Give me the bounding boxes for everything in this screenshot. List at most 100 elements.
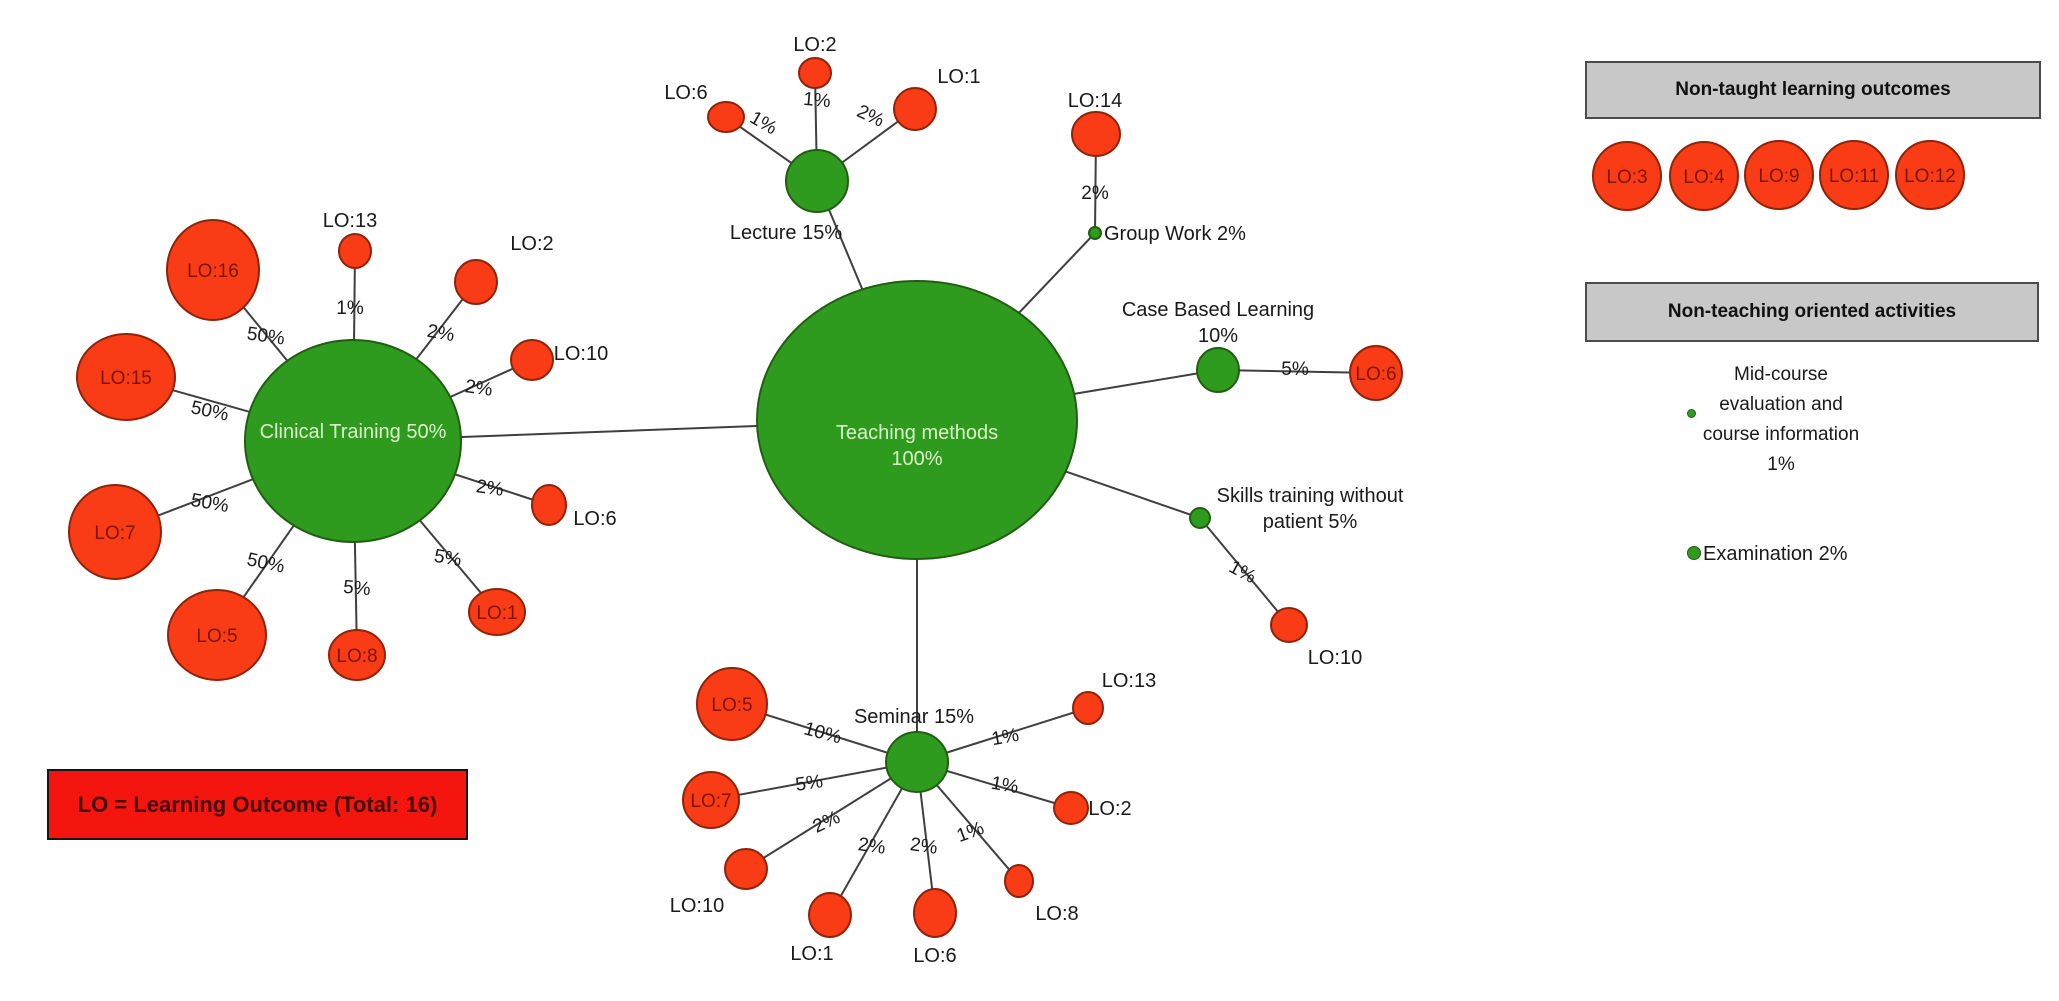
node-lo1l	[893, 87, 937, 131]
edge-label-clinical-lo2c: 2%	[425, 321, 456, 346]
node-lo5c	[167, 589, 267, 681]
label-lo2l: LO:2	[793, 34, 836, 56]
non-teaching-header: Non-teaching oriented activities	[1585, 282, 2039, 342]
node-groupwork	[1088, 226, 1102, 240]
edge-label-clinical-lo10c: 2%	[464, 376, 494, 401]
node-lo6c	[531, 484, 567, 526]
node-lo6l	[707, 101, 745, 133]
edge-label-seminar-lo5s: 10%	[802, 718, 844, 748]
label-skills: patient 5%	[1263, 511, 1358, 533]
node-lo5s	[696, 667, 768, 741]
label-lo8c: LO:8	[336, 646, 377, 667]
label-groupwork: Group Work 2%	[1104, 223, 1246, 245]
node-lo2l	[798, 57, 832, 89]
node-lo16	[166, 219, 260, 321]
node-lo1s	[808, 892, 852, 938]
node-lo8s	[1004, 864, 1034, 898]
node-lo1c	[468, 588, 526, 636]
label-nt12: LO:12	[1904, 166, 1956, 187]
edge-label-seminar-lo8s: 1%	[954, 818, 987, 847]
non-teaching-header-title: Non-teaching oriented activities	[1667, 301, 1957, 322]
label-lo10sk: LO:10	[1308, 647, 1362, 669]
mid-course-dot	[1687, 409, 1696, 418]
edge-seminar-lo7s	[710, 761, 918, 801]
label-lo10se: LO:10	[670, 895, 724, 917]
node-lo2c	[454, 259, 498, 305]
edge-label-seminar-lo2s: 1%	[989, 773, 1020, 798]
label-lo6l: LO:6	[664, 82, 707, 104]
node-cbl	[1196, 347, 1240, 393]
edge-label-clinical-lo16: 50%	[245, 323, 286, 349]
edge-label-clinical-lo1c: 5%	[432, 546, 463, 571]
label-nt4: LO:4	[1683, 167, 1725, 188]
label-lo7s: LO:7	[690, 791, 731, 812]
node-seminar	[885, 731, 949, 793]
label-lo15: LO:15	[100, 368, 152, 389]
label-nt3: LO:3	[1606, 167, 1647, 188]
edge-label-seminar-lo7s: 5%	[794, 771, 824, 796]
legend-box: LO = Learning Outcome (Total: 16)	[47, 769, 468, 840]
edge-label-seminar-lo13s: 1%	[990, 725, 1021, 750]
label-lo6cb: LO:6	[1355, 364, 1396, 385]
label-clinical: Clinical Training 50%	[260, 421, 447, 443]
node-lo10sk	[1270, 607, 1308, 643]
edge-label-seminar-lo1s: 2%	[857, 834, 887, 859]
non-taught-header: Non-taught learning outcomes	[1585, 61, 2041, 119]
label-lo8s: LO:8	[1035, 903, 1078, 925]
label-lo6c: LO:6	[573, 508, 616, 530]
node-skills	[1189, 507, 1211, 529]
node-lo8c	[328, 629, 386, 681]
edge-label-seminar-lo6s: 2%	[909, 834, 939, 859]
node-lo7s	[682, 771, 740, 829]
label-cbl: Case Based Learning	[1122, 299, 1314, 321]
edge-seminar-lo10se	[745, 761, 918, 870]
edge-label-clinical-lo6c: 2%	[475, 476, 505, 501]
label-lo2s: LO:2	[1088, 798, 1131, 820]
edge-skills-lo10sk	[1199, 517, 1290, 626]
label-nt11: LO:11	[1829, 166, 1879, 187]
node-lo7c	[68, 484, 162, 580]
edge-label-clinical-lo15: 50%	[189, 397, 231, 425]
edge-label-clinical-lo13c: 1%	[336, 298, 364, 319]
node-lo15	[76, 333, 176, 421]
label-lo13s: LO:13	[1102, 670, 1156, 692]
node-lo10c	[510, 339, 554, 381]
node-lo13c	[338, 233, 372, 269]
edge-label-lecture-lo1l: 2%	[853, 101, 887, 132]
node-lo6cb	[1349, 345, 1403, 401]
node-lo6s	[913, 888, 957, 938]
label-lo1s: LO:1	[790, 943, 833, 965]
edge-label-lecture-lo2l: 1%	[802, 89, 831, 112]
legend-text: LO = Learning Outcome (Total: 16)	[77, 791, 438, 817]
node-nt4	[1669, 141, 1739, 211]
label-lo2c: LO:2	[510, 233, 553, 255]
node-nt9	[1744, 140, 1814, 210]
edge-label-cbl-lo6cb: 5%	[1281, 359, 1309, 380]
edge-label-clinical-lo5c: 50%	[245, 549, 287, 577]
label-cbl: 10%	[1198, 325, 1238, 347]
label-skills: Skills training without	[1217, 485, 1404, 507]
node-lecture	[785, 149, 849, 213]
label-lo5s: LO:5	[711, 695, 752, 716]
label-lo1c: LO:1	[476, 603, 517, 624]
label-lecture: Lecture 15%	[730, 222, 843, 244]
node-lo2s	[1053, 791, 1089, 825]
node-nt3	[1592, 141, 1662, 211]
node-nt12	[1895, 140, 1965, 210]
node-lo10se	[724, 848, 768, 890]
label-lo13c: LO:13	[323, 210, 377, 232]
non-taught-header-title: Non-taught learning outcomes	[1675, 79, 1951, 100]
label-teaching: Teaching methods	[836, 422, 998, 444]
node-nt11	[1819, 140, 1889, 210]
label-lo5c: LO:5	[196, 626, 237, 647]
label-lo6s: LO:6	[913, 945, 956, 967]
label-lo7c: LO:7	[94, 523, 135, 544]
examination-label: Examination 2%	[1703, 543, 1848, 565]
label-lo10c: LO:10	[554, 343, 608, 365]
label-nt9: LO:9	[1758, 166, 1799, 187]
node-lo13s	[1072, 691, 1104, 725]
node-lo14	[1071, 111, 1121, 157]
label-lo1l: LO:1	[937, 66, 980, 88]
label-seminar: Seminar 15%	[854, 706, 974, 728]
